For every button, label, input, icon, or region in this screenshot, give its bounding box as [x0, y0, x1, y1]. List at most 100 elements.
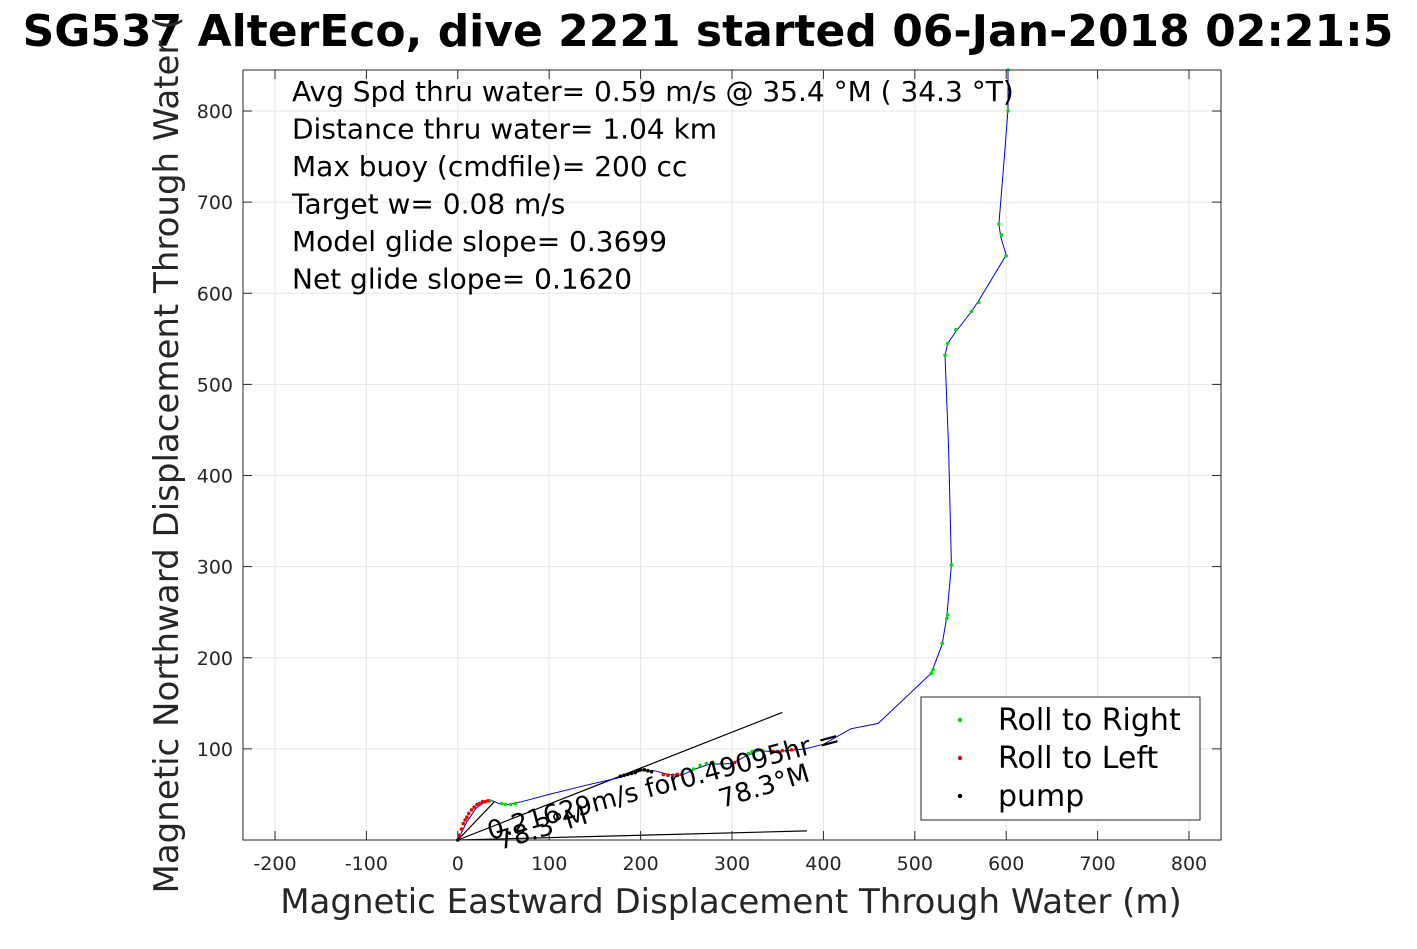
- pump-point: [642, 768, 647, 772]
- roll-to-right-point: [746, 751, 751, 756]
- roll-to-left-point: [679, 772, 684, 777]
- roll-to-right-point: [721, 761, 725, 766]
- track-line: [457, 70, 1009, 841]
- y-axis-label: Magnetic Northward Displacement Through …: [147, 17, 187, 894]
- roll-to-right-point: [943, 353, 947, 358]
- pump-point: [638, 768, 643, 772]
- roll-to-left-point: [457, 833, 462, 838]
- roll-to-right-point: [503, 802, 508, 807]
- x-tick-label: 800: [1171, 853, 1207, 875]
- roll-to-left-point: [666, 773, 670, 778]
- roll-to-right-point: [509, 802, 513, 807]
- annotation-line: Net glide slope= 0.1620: [292, 263, 632, 296]
- roll-to-right-point: [760, 748, 764, 753]
- roll-to-left-point: [789, 748, 794, 752]
- roll-to-left-point: [461, 821, 466, 826]
- y-tick-label: 600: [197, 283, 233, 305]
- roll-to-right-point: [1004, 254, 1008, 258]
- roll-to-left-point: [670, 773, 675, 778]
- x-tick-label: 700: [1079, 853, 1115, 875]
- y-tick-label: 800: [197, 101, 233, 123]
- roll-to-right-point: [969, 309, 974, 314]
- roll-to-left-point: [469, 808, 474, 812]
- axis-ticks: -200 -100 0 100 200 300 400 500 600 700 800 100 200 3…: [197, 70, 1221, 875]
- roll-to-left-point: [675, 772, 679, 777]
- roll-to-right-point: [999, 233, 1004, 237]
- x-tick-label: 100: [531, 853, 567, 875]
- y-tick-label: 500: [197, 374, 233, 396]
- pump-point: [622, 773, 626, 778]
- roll-to-right-point: [997, 222, 1001, 226]
- legend-entry: Roll to Right: [998, 703, 1181, 738]
- roll-to-left-point: [775, 749, 780, 754]
- annotation-line: Target w= 0.08 m/s: [291, 188, 565, 221]
- roll-to-left-point: [486, 799, 490, 803]
- roll-to-right-point: [929, 671, 934, 675]
- roll-to-right-point: [931, 667, 935, 672]
- chart-title: SG537 AlterEco, dive 2221 started 06-Jan…: [23, 6, 1394, 57]
- x-tick-label: 400: [805, 853, 841, 875]
- roll-to-right-point: [949, 563, 954, 567]
- legend-marker: [957, 755, 963, 761]
- legend-entry: Roll to Left: [998, 741, 1158, 776]
- annotation-block: Avg Spd thru water= 0.59 m/s @ 35.4 °M (…: [291, 75, 1014, 296]
- pump-point: [629, 771, 634, 776]
- legend-box: [920, 696, 1201, 821]
- roll-to-right-point: [750, 749, 754, 754]
- roll-to-right-point: [513, 801, 518, 806]
- x-tick-label: -100: [345, 853, 388, 875]
- roll-to-left-point: [477, 801, 482, 806]
- pump-point: [646, 768, 650, 773]
- roll-to-right-point: [945, 341, 950, 346]
- roll-to-left-point: [730, 761, 734, 766]
- roll-to-left-point: [472, 805, 477, 809]
- roll-to-left-point: [467, 811, 471, 816]
- roll-to-right-point: [698, 763, 702, 768]
- roll-to-left-point: [732, 760, 737, 765]
- x-tick-label: 300: [714, 853, 750, 875]
- y-tick-label: 300: [197, 557, 233, 579]
- roll-to-right-point: [1006, 109, 1010, 113]
- roll-to-right-point: [499, 801, 504, 806]
- x-axis-label: Magnetic Eastward Displacement Through W…: [280, 882, 1182, 922]
- y-tick-label: 200: [197, 648, 233, 670]
- roll-to-left-point: [483, 799, 488, 804]
- roll-to-right-point: [754, 748, 758, 753]
- roll-to-left-point: [465, 815, 469, 819]
- legend-marker: [957, 717, 963, 723]
- roll-to-left-point: [771, 749, 775, 754]
- x-tick-label: 500: [897, 853, 933, 875]
- roll-to-left-point: [794, 747, 798, 751]
- reference-line: [457, 801, 495, 841]
- roll-to-right-point: [954, 327, 958, 332]
- pump-point: [618, 774, 623, 778]
- annotation-line: Distance thru water= 1.04 km: [292, 113, 717, 146]
- roll-to-right-point: [945, 616, 949, 621]
- roll-to-left-point: [785, 748, 789, 753]
- x-tick-label: 0: [452, 853, 464, 875]
- roll-to-right-point: [711, 761, 716, 766]
- roll-to-left-point: [480, 799, 485, 804]
- roll-to-left-point: [463, 818, 467, 822]
- annotation-line: Max buoy (cmdfile)= 200 cc: [292, 150, 687, 183]
- roll-to-right-point: [945, 613, 950, 617]
- annotation-line: Model glide slope= 0.3699: [292, 225, 667, 258]
- annotation-line: Avg Spd thru water= 0.59 m/s @ 35.4 °M (…: [292, 75, 1014, 108]
- roll-to-right-point: [977, 300, 981, 305]
- x-tick-label: 200: [622, 853, 658, 875]
- x-tick-label: -200: [253, 853, 296, 875]
- roll-to-right-point: [940, 641, 944, 645]
- y-tick-label: 400: [197, 466, 233, 488]
- y-tick-label: 700: [197, 192, 233, 214]
- roll-to-left-point: [661, 772, 666, 777]
- pump-point: [626, 772, 630, 777]
- x-tick-label: 600: [988, 853, 1024, 875]
- legend-entry: pump: [998, 779, 1084, 814]
- y-tick-label: 100: [197, 739, 233, 761]
- legend-marker: [957, 793, 963, 799]
- pump-point: [633, 770, 637, 775]
- roll-to-right-point: [704, 761, 709, 766]
